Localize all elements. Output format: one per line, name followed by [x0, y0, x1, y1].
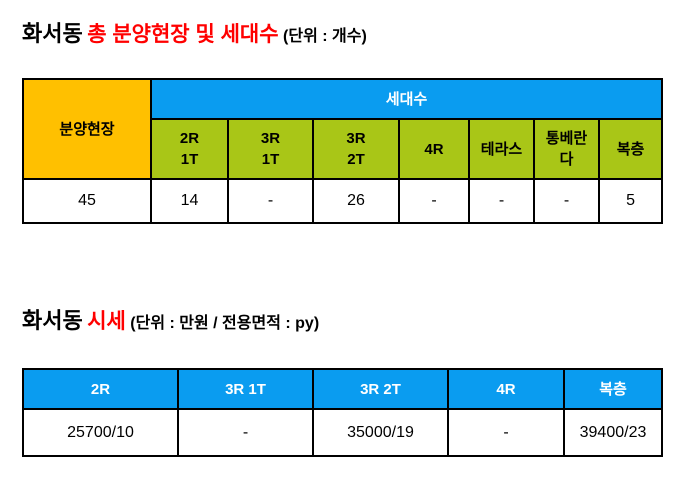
price-value-3r2t: 35000/19	[312, 408, 449, 457]
units-col-header-3r2t: 3R 2T	[312, 118, 400, 180]
district-name: 화서동	[22, 308, 83, 333]
units-value-3r1t: -	[227, 178, 314, 224]
units-value-duplex: 5	[597, 178, 664, 224]
price-col-header-4r: 4R	[447, 368, 565, 410]
price-title-unit-note: (단위 : 만원 / 전용면적 : py)	[130, 315, 320, 332]
units-col-header-3r1t: 3R 1T	[227, 118, 314, 180]
price-col-header-3r2t: 3R 2T	[312, 368, 449, 410]
units-value-3r2t: 26	[312, 178, 400, 224]
units-section-title: 화서동 총 분양현장 및 세대수 (단위 : 개수)	[22, 16, 367, 48]
price-col-header-2r: 2R	[22, 368, 179, 410]
price-col-header-3r1t: 3R 1T	[177, 368, 314, 410]
price-col-header-duplex: 복층	[563, 368, 663, 410]
units-col-header-terrace: 테라스	[468, 118, 535, 180]
units-value-terrace: -	[468, 178, 535, 224]
units-header-row-1: 분양현장 세대수	[22, 78, 664, 180]
price-section-title: 화서동 시세 (단위 : 만원 / 전용면적 : py)	[22, 303, 319, 335]
units-value-2r1t: 14	[150, 178, 229, 224]
price-value-3r1t: -	[177, 408, 314, 457]
price-table: 2R 3R 1T 3R 2T 4R 복층 25700/10 - 35000/19…	[22, 368, 663, 457]
units-col-header-4r: 4R	[398, 118, 470, 180]
units-col-header-full-veranda: 통베란 다	[533, 118, 600, 180]
district-name: 화서동	[22, 21, 83, 46]
units-table: 분양현장 세대수 2R 1T 3R 1T 3R 2T 4R 테라스 통베란 다 …	[22, 78, 664, 224]
units-row-header-cell: 분양현장	[22, 78, 152, 180]
price-header-row: 2R 3R 1T 3R 2T 4R 복층	[22, 368, 663, 410]
units-title-unit-note: (단위 : 개수)	[283, 28, 367, 45]
price-title-topic: 시세	[87, 310, 126, 333]
units-total-cell: 45	[22, 178, 152, 224]
price-value-2r: 25700/10	[22, 408, 179, 457]
units-value-full-veranda: -	[533, 178, 600, 224]
units-header-row-2: 2R 1T 3R 1T 3R 2T 4R 테라스 통베란 다 복층	[23, 118, 664, 180]
price-value-duplex: 39400/23	[563, 408, 663, 457]
units-value-4r: -	[398, 178, 470, 224]
units-title-topic: 총 분양현장 및 세대수	[87, 23, 279, 46]
price-data-row: 25700/10 - 35000/19 - 39400/23	[22, 408, 663, 457]
price-value-4r: -	[447, 408, 565, 457]
units-col-header-duplex: 복층	[597, 118, 664, 180]
units-data-row: 45 14 - 26 - - - 5	[22, 178, 664, 224]
units-col-header-2r1t: 2R 1T	[150, 118, 229, 180]
units-group-header-cell: 세대수	[149, 78, 664, 120]
